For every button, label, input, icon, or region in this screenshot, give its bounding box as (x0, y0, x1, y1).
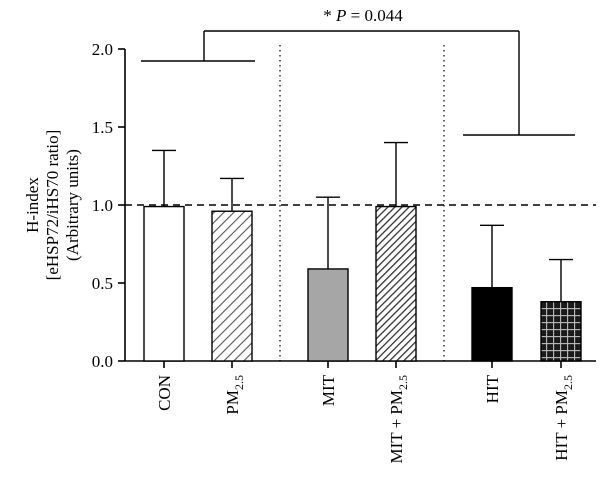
x-tick-label-main: CON (155, 375, 174, 411)
x-tick-label: MIT + PM2.5 (387, 375, 410, 464)
y-ticks: 0.0 0.5 1.0 1.5 2.0 (92, 40, 125, 371)
y-axis-label: H-index [eHSP72/iHS70 ratio] (Arbitrary … (23, 130, 82, 281)
bar-mit (307, 268, 349, 362)
y-axis-label-line-1: H-index (23, 177, 42, 233)
x-tick-label-main: MIT (319, 374, 338, 406)
x-tick-label-main: HIT (483, 374, 502, 403)
x-tick-label: CON (155, 375, 174, 411)
x-tick-label-subscript: 2.5 (561, 375, 575, 390)
significance-bracket (141, 30, 575, 136)
x-tick-label: PM2.5 (223, 375, 246, 415)
x-tick-label-subscript: 2.5 (232, 375, 246, 390)
y-tick-label: 0.5 (92, 274, 113, 293)
y-tick-label: 1.0 (92, 196, 113, 215)
significance-label: * P = 0.044 (323, 6, 403, 25)
bars (143, 205, 582, 362)
x-ticks (163, 361, 562, 368)
y-tick-label: 0.0 (92, 352, 113, 371)
x-tick-label-subscript: 2.5 (396, 375, 410, 390)
bar-hit-pm-25 (540, 301, 582, 362)
group-dividers (279, 45, 445, 361)
error-bars (152, 141, 573, 302)
bar-hit (471, 286, 513, 362)
y-axis-label-line-3: (Arbitrary units) (63, 149, 82, 261)
bar-mit-pm-25 (375, 205, 417, 362)
x-tick-label-main: MIT + PM (387, 390, 406, 464)
x-tick-label: HIT + PM2.5 (552, 375, 575, 461)
x-tick-label: MIT (319, 374, 338, 406)
significance-p-label: P (335, 6, 346, 25)
significance-star: * (323, 6, 332, 25)
bar-con (143, 205, 185, 362)
x-tick-label-main: PM (223, 390, 242, 415)
x-tick-label-main: HIT + PM (552, 390, 571, 461)
y-tick-label: 1.5 (92, 118, 113, 137)
bar-pm-25 (211, 210, 253, 362)
significance-p-value: = 0.044 (351, 6, 404, 25)
y-axis-label-line-2: [eHSP72/iHS70 ratio] (43, 130, 62, 281)
x-tick-label: HIT (483, 374, 502, 403)
y-tick-label: 2.0 (92, 40, 113, 59)
